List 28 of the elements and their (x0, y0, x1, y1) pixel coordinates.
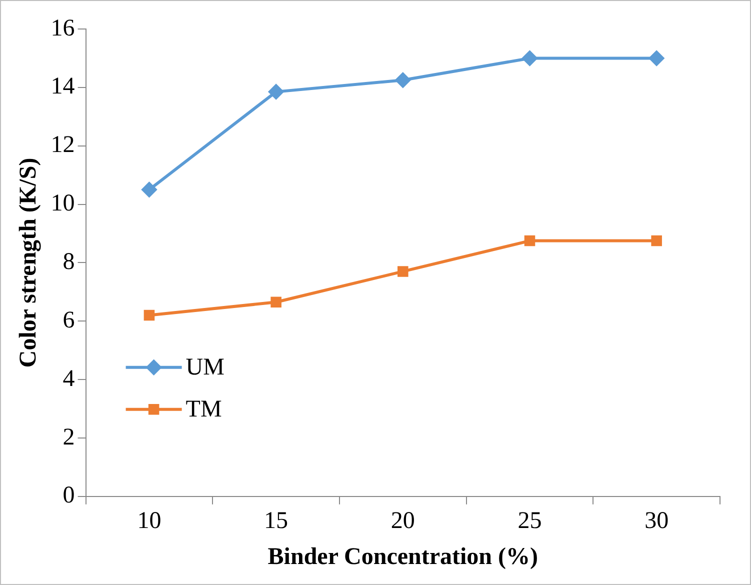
point (649, 50, 664, 66)
y-tick-label: 10 (50, 190, 75, 217)
legend-label: UM (186, 354, 224, 381)
point (395, 72, 410, 88)
y-tick-label: 4 (62, 366, 75, 392)
point (144, 310, 155, 321)
y-tick-label: 12 (50, 132, 75, 158)
y-axis-title: Color strength (K/S) (16, 158, 42, 368)
y-tick-label: 16 (50, 15, 75, 42)
x-axis-title: Binder Concentration (%) (268, 544, 538, 570)
y-tick-label: 6 (62, 307, 75, 334)
point (651, 235, 662, 246)
x-tick-label: 20 (390, 508, 415, 534)
x-tick-label: 25 (518, 508, 542, 534)
y-tick-label: 14 (50, 74, 75, 100)
y-tick-label: 0 (62, 482, 75, 509)
point (270, 296, 282, 308)
x-tick-label: 15 (264, 508, 288, 534)
point (522, 50, 538, 66)
y-tick-label: 2 (62, 424, 75, 450)
point (398, 266, 408, 277)
point (524, 235, 536, 246)
legend-label: TM (186, 396, 222, 423)
x-tick-label: 30 (644, 508, 669, 534)
point (268, 84, 284, 100)
y-tick-label: 8 (62, 248, 75, 275)
point (142, 182, 157, 198)
x-tick-label: 10 (137, 508, 162, 534)
